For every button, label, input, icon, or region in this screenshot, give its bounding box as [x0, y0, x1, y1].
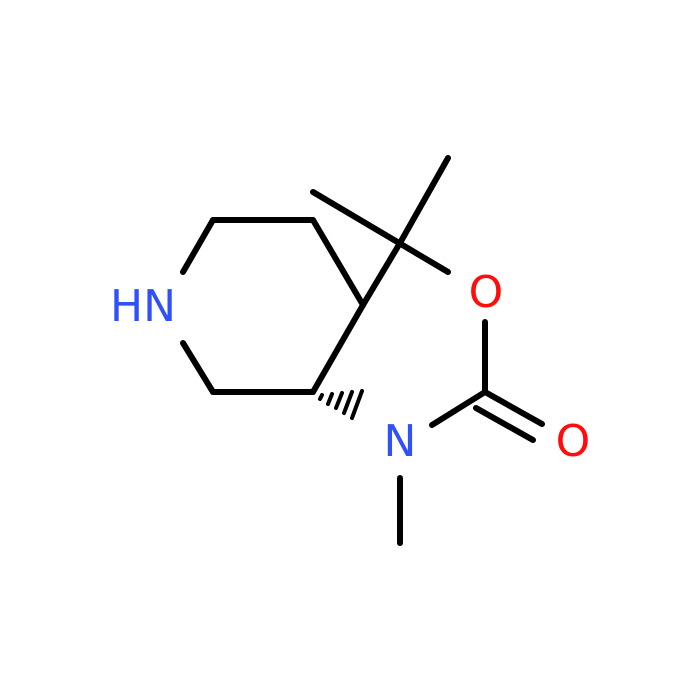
bonds	[180, 155, 545, 546]
hash	[334, 391, 344, 410]
atom-label: O	[556, 416, 591, 467]
atom-label: HN	[110, 281, 176, 332]
bond	[360, 240, 403, 308]
atom-label: O	[469, 267, 504, 318]
hash	[326, 392, 334, 406]
bond	[180, 340, 216, 395]
bond	[180, 217, 216, 275]
bond	[429, 389, 488, 428]
bond	[473, 405, 536, 443]
hash	[350, 389, 364, 420]
bond	[482, 389, 545, 427]
bond	[397, 155, 451, 246]
bond	[310, 189, 451, 275]
hash	[342, 390, 354, 415]
bond	[310, 217, 366, 308]
hashed-wedge	[318, 389, 364, 420]
hash	[318, 393, 324, 401]
bond	[310, 302, 366, 395]
atom-label: N	[384, 416, 417, 467]
